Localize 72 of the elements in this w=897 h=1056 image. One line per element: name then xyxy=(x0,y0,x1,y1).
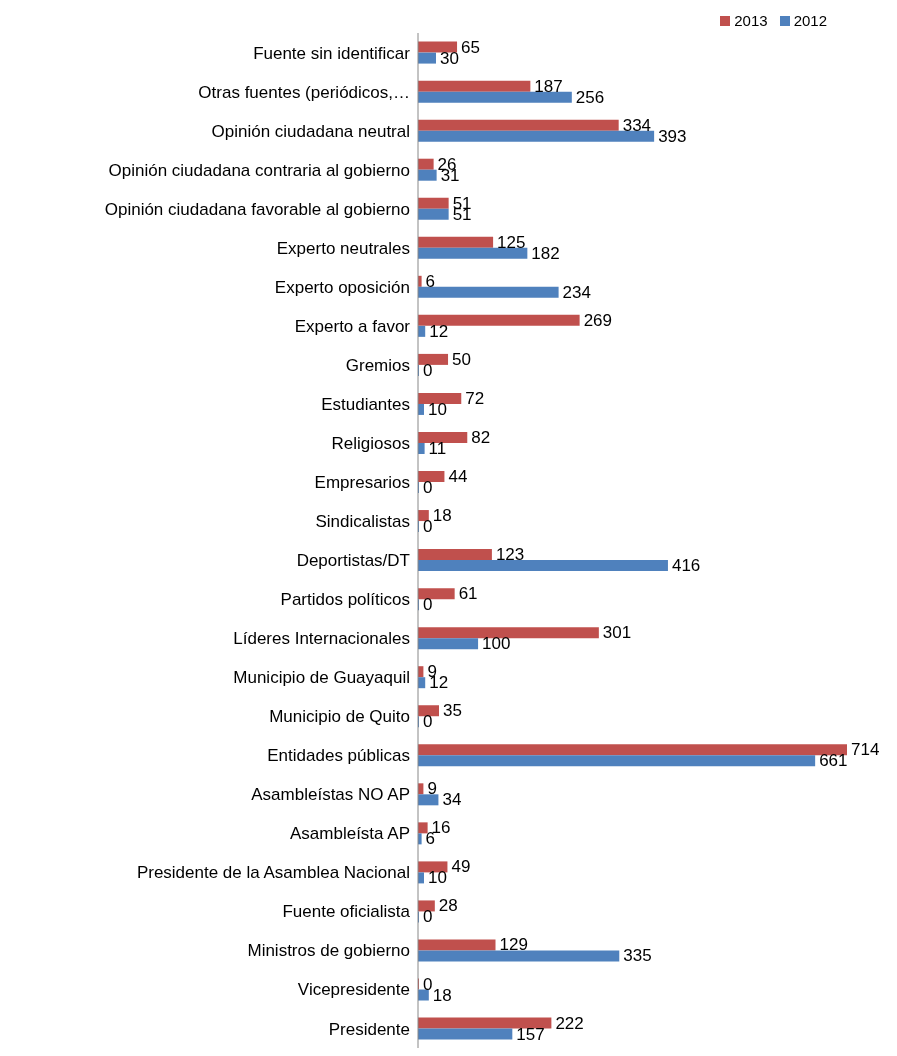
data-label: 123 xyxy=(495,545,525,565)
y-tick-label: Experto neutrales xyxy=(276,238,410,258)
y-tick-label: Deportistas/DT xyxy=(296,551,410,571)
y-tick-label: Experto oposición xyxy=(274,277,410,297)
y-tick-label: Municipio de Guayaquil xyxy=(233,668,410,688)
data-label: 0 xyxy=(423,478,433,498)
data-label: 187 xyxy=(534,76,563,96)
y-tick-label: Experto a favor xyxy=(294,316,411,336)
data-label: 6 xyxy=(425,271,436,291)
data-label: 30 xyxy=(440,48,459,68)
y-tick-label: Partidos políticos xyxy=(280,590,410,610)
data-label: 256 xyxy=(575,87,605,107)
y-tick-label: Estudiantes xyxy=(321,394,410,414)
data-label: 0 xyxy=(423,360,433,380)
data-label: 0 xyxy=(423,712,433,732)
y-tick-label: Ministros de gobierno xyxy=(247,941,410,961)
legend-label: 2012 xyxy=(792,12,827,29)
data-label: 50 xyxy=(452,349,471,369)
data-label: 9 xyxy=(427,779,437,799)
data-label: 157 xyxy=(516,1024,545,1044)
data-label: 393 xyxy=(658,126,687,146)
data-label: 0 xyxy=(423,974,433,994)
y-tick-label: Vicepresidente xyxy=(297,980,410,1000)
data-label: 44 xyxy=(448,467,468,487)
data-label: 714 xyxy=(851,740,880,760)
data-label: 65 xyxy=(461,37,480,57)
y-tick-label: Presidente de la Asamblea Nacional xyxy=(136,863,410,883)
data-label: 72 xyxy=(465,388,485,408)
y-tick-label: Opinión ciudadana favorable al gobierno xyxy=(104,199,410,219)
data-label: 18 xyxy=(432,985,452,1005)
data-label: 10 xyxy=(428,868,447,888)
data-label: 34 xyxy=(442,790,462,810)
data-label: 11 xyxy=(428,438,447,458)
y-tick-label: Religiosos xyxy=(331,433,410,453)
y-tick-label: Entidades públicas xyxy=(267,746,410,766)
data-label: 125 xyxy=(497,232,526,252)
data-label: 10 xyxy=(428,399,447,419)
y-tick-label: Gremios xyxy=(345,355,410,375)
data-label: 301 xyxy=(602,623,632,643)
data-label: 182 xyxy=(531,243,560,263)
data-label: 61 xyxy=(458,584,478,604)
data-label: 100 xyxy=(482,634,511,654)
legend-label: 2013 xyxy=(733,12,768,29)
data-label: 222 xyxy=(555,1013,584,1033)
data-label: 234 xyxy=(562,282,591,302)
y-tick-label: Fuente oficialista xyxy=(282,902,411,922)
y-tick-label: Otras fuentes (periódicos,… xyxy=(198,82,410,102)
data-label: 12 xyxy=(429,321,449,341)
y-tick-label: Presidente xyxy=(328,1019,410,1039)
data-label: 0 xyxy=(423,907,433,927)
data-label: 35 xyxy=(443,701,462,721)
data-label: 0 xyxy=(423,595,433,615)
data-label: 335 xyxy=(623,946,652,966)
y-tick-label: Sindicalistas xyxy=(315,512,410,532)
data-label: 49 xyxy=(451,857,471,877)
y-tick-label: Líderes Internacionales xyxy=(233,629,410,649)
data-label: 82 xyxy=(471,427,491,447)
y-tick-label: Opinión ciudadana contraria al gobierno xyxy=(108,160,410,180)
y-tick-label: Asambleístas NO AP xyxy=(251,785,410,805)
data-label: 28 xyxy=(438,896,458,916)
y-tick-label: Fuente sin identificar xyxy=(253,43,411,63)
y-tick-label: Opinión ciudadana neutral xyxy=(211,121,410,141)
y-tick-label: Empresarios xyxy=(314,472,410,492)
data-label: 129 xyxy=(499,935,528,955)
data-label: 661 xyxy=(819,751,848,771)
y-tick-label: Asambleísta AP xyxy=(289,824,410,844)
data-label: 416 xyxy=(671,556,701,576)
data-label: 0 xyxy=(423,517,433,537)
data-label: 18 xyxy=(432,506,452,526)
data-label: 269 xyxy=(583,310,612,330)
y-tick-label: Municipio de Quito xyxy=(269,707,410,727)
data-label: 334 xyxy=(622,115,652,135)
